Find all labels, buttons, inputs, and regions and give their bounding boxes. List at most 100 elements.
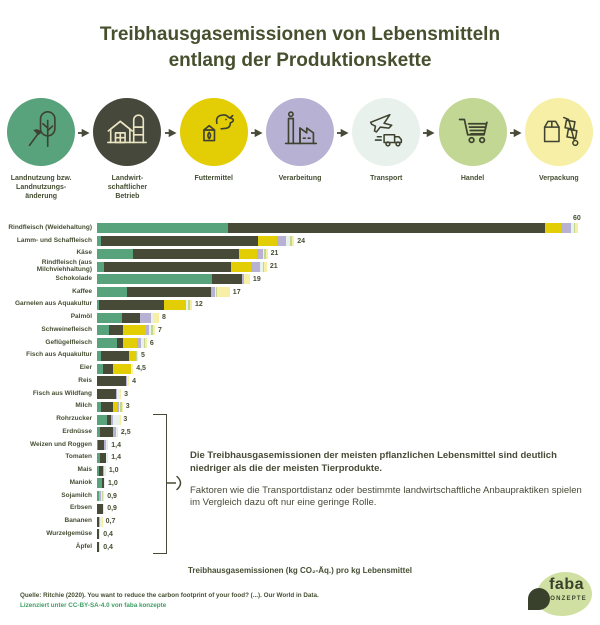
plant-foods-bracket bbox=[153, 414, 167, 554]
bar-row: Fisch aus Aquakultur 5 bbox=[0, 350, 600, 363]
logo-leaf-icon bbox=[528, 588, 550, 610]
bar-segment-verpackung bbox=[137, 350, 139, 361]
bar-row: Sojamilch 0,9 bbox=[0, 490, 600, 503]
title-line1: Treibhausgasemissionen von Lebensmitteln bbox=[99, 24, 501, 45]
farm-icon bbox=[104, 107, 150, 158]
bar-segment-verpackung bbox=[244, 274, 250, 285]
food-label: Palmöl bbox=[70, 313, 92, 321]
bar-segment-transport bbox=[105, 452, 107, 463]
bar-segment-verpackung bbox=[152, 312, 159, 323]
bar-segment-verpackung bbox=[119, 414, 121, 425]
stage-label: Handel bbox=[460, 175, 485, 182]
stacked-bar bbox=[97, 389, 122, 400]
stacked-bar bbox=[97, 350, 139, 361]
bar-segment-betrieb bbox=[228, 223, 546, 234]
bar-segment-landnutzung bbox=[97, 491, 99, 502]
bar-segment-verarbeitung bbox=[257, 248, 263, 259]
bar-segment-verarbeitung bbox=[241, 274, 244, 285]
bar-row: Weizen und Roggen 1,4 bbox=[0, 439, 600, 452]
bar-segment-handel bbox=[263, 248, 267, 259]
bar-segment-futtermittel bbox=[257, 236, 278, 247]
bar-segment-landnutzung bbox=[97, 312, 122, 323]
bar-segment-transport bbox=[118, 401, 120, 412]
value-label: 0,9 bbox=[107, 492, 117, 500]
value-label: 1,0 bbox=[108, 479, 118, 487]
bar-segment-transport bbox=[98, 529, 100, 540]
bar-row: Eier 4,5 bbox=[0, 362, 600, 375]
bar-segment-verpackung bbox=[117, 427, 118, 438]
bar-segment-betrieb bbox=[98, 299, 164, 310]
value-label: 21 bbox=[270, 250, 279, 258]
bar-segment-transport bbox=[101, 491, 102, 502]
bar-row: Schokolade 19 bbox=[0, 273, 600, 286]
bar-segment-transport bbox=[102, 503, 104, 514]
bar-segment-handel bbox=[150, 325, 153, 336]
bar-segment-transport bbox=[286, 236, 291, 247]
bar-segment-betrieb bbox=[102, 363, 114, 374]
bar-segment-landnutzung bbox=[97, 465, 100, 476]
bar-segment-betrieb bbox=[101, 401, 114, 412]
bar-segment-landnutzung bbox=[97, 350, 102, 361]
value-label: 1,4 bbox=[111, 441, 121, 449]
page-title: Treibhausgasemissionen von Lebensmitteln… bbox=[0, 22, 600, 73]
bar-segment-betrieb bbox=[101, 236, 258, 247]
bar-segment-verarbeitung bbox=[210, 287, 216, 298]
value-label: 21 bbox=[269, 263, 278, 271]
bar-segment-landnutzung bbox=[97, 223, 229, 234]
food-label: Garnelen aus Aquakultur bbox=[14, 300, 92, 308]
bar-segment-landnutzung bbox=[97, 440, 98, 451]
stacked-bar bbox=[97, 287, 230, 298]
bar-row: Mais 1,0 bbox=[0, 464, 600, 477]
bar-segment-handel bbox=[119, 401, 122, 412]
bar-row: Milch 3 bbox=[0, 401, 600, 414]
supply-chain-stage: Handel bbox=[435, 98, 509, 201]
bar-segment-handel bbox=[573, 223, 576, 234]
bar-segment-transport bbox=[571, 223, 574, 234]
bar-row: Maniok 1,0 bbox=[0, 477, 600, 490]
value-label: 6 bbox=[149, 339, 154, 347]
bar-row: Schweinefleisch 7 bbox=[0, 324, 600, 337]
stacked-bar bbox=[97, 440, 109, 451]
bar-segment-transport bbox=[215, 287, 217, 298]
value-label: 4 bbox=[132, 377, 137, 385]
bar-segment-betrieb bbox=[97, 516, 100, 527]
bar-segment-handel bbox=[290, 236, 292, 247]
bar-row: Garnelen aus Aquakultur 12 bbox=[0, 299, 600, 312]
bar-segment-handel bbox=[216, 287, 217, 298]
bar-row: Erbsen 0,9 bbox=[0, 503, 600, 516]
stacked-bar bbox=[97, 465, 106, 476]
bar-segment-verpackung bbox=[121, 401, 123, 412]
bar-segment-verpackung bbox=[152, 325, 155, 336]
bar-segment-transport bbox=[150, 312, 153, 323]
stacked-bar bbox=[97, 542, 101, 553]
bar-segment-transport bbox=[126, 376, 128, 387]
stacked-bar bbox=[97, 274, 250, 285]
bar-segment-verpackung bbox=[189, 299, 192, 310]
bar-row: Erdnüsse 2,5 bbox=[0, 426, 600, 439]
bar-row: Bananen 0,7 bbox=[0, 515, 600, 528]
food-label: Geflügelfleisch bbox=[45, 338, 92, 346]
stage-arrow-icon bbox=[250, 128, 263, 201]
food-label: Sojamilch bbox=[61, 491, 92, 499]
value-label: 24 bbox=[297, 237, 305, 245]
bar-segment-verpackung bbox=[128, 376, 130, 387]
bar-segment-betrieb bbox=[100, 452, 106, 463]
bar-segment-betrieb bbox=[97, 503, 103, 514]
value-label: 3 bbox=[124, 390, 129, 398]
bar-segment-landnutzung bbox=[97, 299, 99, 310]
food-label: Fisch aus Wildfang bbox=[32, 389, 92, 397]
bar-segment-landnutzung bbox=[97, 338, 118, 349]
stacked-bar bbox=[97, 376, 130, 387]
bar-segment-betrieb bbox=[104, 261, 231, 272]
stacked-bar bbox=[97, 427, 118, 438]
bar-segment-landnutzung bbox=[97, 236, 102, 247]
bar-segment-handel bbox=[106, 440, 108, 451]
supply-chain: Landnutzung bzw. Landnutzungs- änderung L… bbox=[4, 98, 596, 201]
value-label: 17 bbox=[232, 288, 241, 296]
bar-segment-transport bbox=[98, 542, 100, 553]
food-label: Maniok bbox=[69, 478, 92, 486]
bar-row: Rohrzucker 3 bbox=[0, 413, 600, 426]
bar-segment-landnutzung bbox=[97, 452, 101, 463]
bar-segment-futtermittel bbox=[230, 261, 251, 272]
bar-segment-verpackung bbox=[266, 248, 268, 259]
